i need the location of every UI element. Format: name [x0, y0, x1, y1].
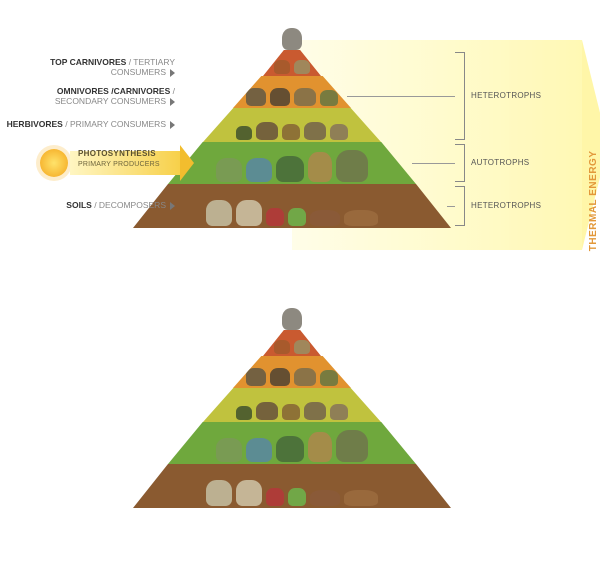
label-tertiary: TOP CARNIVORES / TERTIARY CONSUMERS — [5, 57, 175, 77]
organism-icon — [270, 88, 290, 106]
organism-icon — [330, 124, 348, 140]
organism-icon — [236, 480, 262, 506]
level-decomposers — [133, 184, 451, 228]
label-main: TOP CARNIVORES — [50, 57, 126, 67]
organism-icon — [294, 368, 316, 386]
organism-icon — [256, 402, 278, 420]
organism-icon — [276, 436, 304, 462]
organism-icon — [330, 404, 348, 420]
photosynthesis-subtitle: PRIMARY PRODUCERS — [78, 161, 160, 168]
pointer-icon — [170, 69, 175, 77]
level-decomposers — [133, 464, 451, 508]
ecological-pyramid-diagram: THERMAL ENERGY TOP CARNIVORES / TERTIARY… — [0, 0, 600, 580]
organism-icon — [310, 210, 340, 226]
organism-icon — [216, 438, 242, 462]
level-tertiary — [263, 330, 321, 356]
thermal-energy-label: THERMAL ENERGY — [589, 151, 600, 252]
connector-line — [412, 163, 455, 164]
organism-icon — [336, 430, 368, 462]
label-secondary: OMNIVORES /CARNIVORES / SECONDARY CONSUM… — [5, 86, 175, 106]
photosynthesis-title: PHOTOSYNTHESIS — [78, 149, 156, 158]
organism-icon — [206, 480, 232, 506]
sun-icon — [40, 149, 68, 177]
label-main: HERBIVORES — [7, 119, 63, 129]
organism-icon — [308, 152, 332, 182]
organism-icon — [304, 402, 326, 420]
pointer-icon — [170, 202, 175, 210]
label-decomposers: SOILS / DECOMPOSERS — [5, 200, 175, 210]
organism-icon — [274, 60, 290, 74]
organism-icon — [310, 490, 340, 506]
label-primary_consumers: HERBIVORES / PRIMARY CONSUMERS — [5, 119, 175, 129]
organism-icon — [216, 158, 242, 182]
organism-icon — [294, 60, 310, 74]
level-primary_consumers — [203, 388, 381, 422]
organism-icon — [344, 210, 378, 226]
label-main: SOILS — [66, 200, 92, 210]
level-producers — [168, 422, 416, 464]
organism-icon — [336, 150, 368, 182]
organism-icon — [320, 370, 338, 386]
organism-icon — [294, 88, 316, 106]
organism-icon — [256, 122, 278, 140]
organism-icon — [246, 158, 272, 182]
level-primary_consumers — [203, 108, 381, 142]
organism-icon — [320, 90, 338, 106]
apex-organism — [282, 28, 302, 50]
organism-icon — [308, 432, 332, 462]
organism-icon — [266, 208, 284, 226]
apex-organism — [282, 308, 302, 330]
bracket-label: HETEROTROPHS — [471, 201, 541, 210]
organism-icon — [344, 490, 378, 506]
bracket-label: HETEROTROPHS — [471, 91, 541, 100]
label-main: OMNIVORES /CARNIVORES — [57, 86, 170, 96]
bracket — [455, 52, 465, 140]
organism-icon — [294, 340, 310, 354]
organism-icon — [282, 404, 300, 420]
organism-icon — [246, 368, 266, 386]
connector-line — [447, 206, 455, 207]
organism-icon — [276, 156, 304, 182]
organism-icon — [266, 488, 284, 506]
photosynthesis-arrow: PHOTOSYNTHESIS PRIMARY PRODUCERS — [70, 151, 180, 175]
bracket — [455, 186, 465, 226]
organism-icon — [282, 124, 300, 140]
organism-icon — [288, 208, 306, 226]
level-secondary — [233, 356, 351, 388]
organism-icon — [246, 438, 272, 462]
organism-icon — [236, 126, 252, 140]
organism-icon — [274, 340, 290, 354]
organism-icon — [206, 200, 232, 226]
pointer-icon — [170, 98, 175, 106]
pointer-icon — [170, 121, 175, 129]
label-sub: / DECOMPOSERS — [94, 200, 166, 210]
bracket — [455, 144, 465, 182]
organism-icon — [236, 200, 262, 226]
connector-line — [347, 96, 455, 97]
label-sub: / PRIMARY CONSUMERS — [65, 119, 166, 129]
level-producers — [168, 142, 416, 184]
organism-icon — [288, 488, 306, 506]
organism-icon — [236, 406, 252, 420]
organism-icon — [270, 368, 290, 386]
organism-icon — [304, 122, 326, 140]
bracket-label: AUTOTROPHS — [471, 158, 529, 167]
organism-icon — [246, 88, 266, 106]
